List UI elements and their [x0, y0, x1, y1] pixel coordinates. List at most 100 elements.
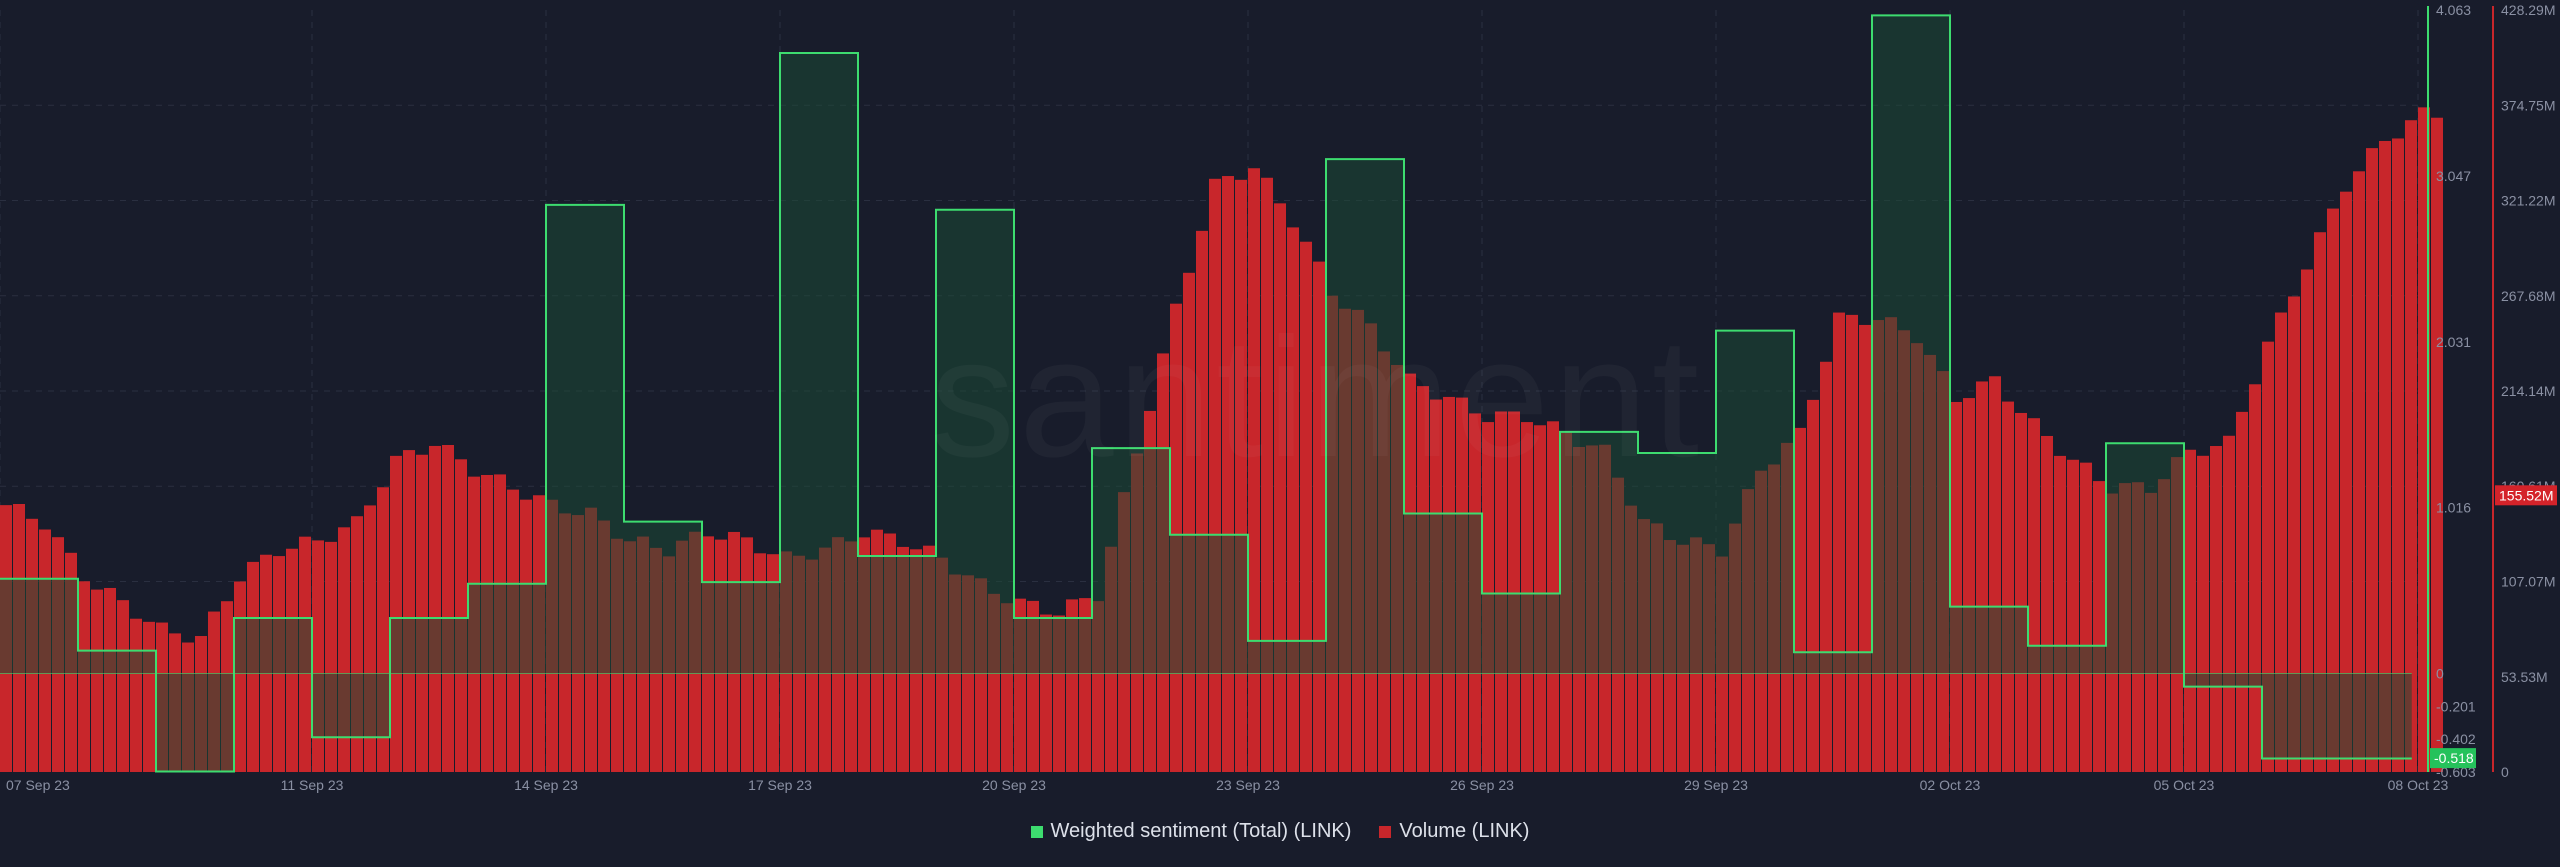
volume-tick-label: 428.29M — [2501, 2, 2555, 18]
legend: Weighted sentiment (Total) (LINK) Volume… — [0, 820, 2560, 843]
volume-bar — [2262, 341, 2274, 772]
volume-current-label: 155.52M — [2499, 487, 2553, 503]
volume-bar — [1495, 411, 1507, 772]
legend-swatch-volume — [1379, 825, 1392, 838]
volume-bar — [403, 450, 415, 772]
volume-tick-label: 374.75M — [2501, 97, 2555, 113]
volume-bar — [2184, 449, 2196, 772]
volume-bar — [2379, 140, 2391, 773]
x-tick-label: 29 Sep 23 — [1684, 777, 1748, 793]
volume-bar — [78, 581, 90, 772]
volume-bar — [1196, 230, 1208, 772]
volume-bar — [2366, 148, 2378, 772]
sentiment-tick-label: 0 — [2436, 666, 2444, 682]
sentiment-tick-label: 2.031 — [2436, 334, 2471, 350]
volume-bar — [1287, 227, 1299, 772]
legend-label-volume: Volume (LINK) — [1399, 820, 1530, 842]
volume-bar — [1976, 381, 1988, 772]
volume-bar — [2223, 435, 2235, 772]
x-tick-label: 07 Sep 23 — [6, 777, 70, 793]
volume-bar — [117, 600, 129, 772]
volume-bar — [442, 444, 454, 772]
volume-bar — [2028, 418, 2040, 772]
x-tick-label: 02 Oct 23 — [1920, 777, 1981, 793]
x-tick-label: 20 Sep 23 — [982, 777, 1046, 793]
x-tick-label: 23 Sep 23 — [1216, 777, 1280, 793]
volume-bar — [2067, 459, 2079, 772]
x-tick-label: 05 Oct 23 — [2154, 777, 2215, 793]
volume-bar — [104, 587, 116, 772]
volume-bar — [1313, 261, 1325, 772]
volume-bar — [2080, 462, 2092, 772]
sentiment-area — [0, 15, 2412, 772]
sentiment-tick-label: 3.047 — [2436, 168, 2471, 184]
volume-bar — [2327, 208, 2339, 772]
volume-bar — [1859, 324, 1871, 772]
volume-bar — [2340, 191, 2352, 773]
volume-tick-label: 0 — [2501, 764, 2509, 780]
volume-bar — [1261, 177, 1273, 773]
x-tick-label: 26 Sep 23 — [1450, 777, 1514, 793]
volume-bar — [1989, 376, 2001, 772]
volume-bar — [2431, 117, 2443, 772]
sentiment-current-badge — [2430, 748, 2476, 769]
volume-bar — [1794, 427, 1806, 772]
x-tick-label: 08 Oct 23 — [2388, 777, 2449, 793]
volume-bar — [2405, 120, 2417, 772]
volume-bar — [1846, 314, 1858, 772]
volume-bar — [1508, 411, 1520, 772]
volume-bar — [390, 455, 402, 772]
volume-bar — [1183, 272, 1195, 772]
volume-bar — [1222, 176, 1234, 772]
volume-tick-label: 321.22M — [2501, 192, 2555, 208]
volume-current-badge — [2495, 485, 2557, 506]
volume-bar — [1235, 179, 1247, 772]
volume-bar — [2314, 232, 2326, 772]
volume-bar — [2249, 384, 2261, 772]
volume-tick-label: 214.14M — [2501, 383, 2555, 399]
volume-bar — [1963, 398, 1975, 772]
volume-bar — [1950, 401, 1962, 772]
sentiment-tick-label: -0.402 — [2436, 731, 2476, 747]
volume-tick-label: 53.53M — [2501, 669, 2548, 685]
volume-bar — [1209, 178, 1221, 773]
legend-item-sentiment[interactable]: Weighted sentiment (Total) (LINK) — [1030, 820, 1352, 843]
volume-bar — [91, 589, 103, 772]
x-tick-label: 14 Sep 23 — [514, 777, 578, 793]
sentiment-tick-label: -0.201 — [2436, 698, 2476, 714]
volume-bar — [2054, 455, 2066, 772]
x-tick-label: 17 Sep 23 — [748, 777, 812, 793]
sentiment-line — [0, 14, 2412, 773]
volume-bar — [429, 445, 441, 772]
volume-tick-label: 107.07M — [2501, 574, 2555, 590]
legend-label-sentiment: Weighted sentiment (Total) (LINK) — [1050, 820, 1352, 842]
volume-bar — [2288, 296, 2300, 772]
sentiment-tick-label: 4.063 — [2436, 2, 2471, 18]
volume-bar — [2210, 446, 2222, 772]
legend-swatch-sentiment — [1030, 825, 1043, 838]
volume-bar — [2392, 138, 2404, 772]
volume-bar — [1274, 203, 1286, 772]
volume-bar — [2236, 411, 2248, 772]
volume-bar — [2015, 412, 2027, 772]
x-tick-label: 11 Sep 23 — [281, 777, 344, 793]
volume-bar — [2301, 269, 2313, 772]
volume-bar — [1300, 241, 1312, 772]
volume-bar — [1833, 312, 1845, 772]
volume-bar — [130, 618, 142, 772]
volume-bar — [1807, 399, 1819, 772]
sentiment-current-label: -0.518 — [2434, 750, 2474, 766]
volume-bar — [2197, 455, 2209, 772]
sentiment-tick-label: 1.016 — [2436, 500, 2471, 516]
volume-bar — [2002, 401, 2014, 772]
volume-tick-label: 267.68M — [2501, 288, 2555, 304]
volume-bar — [455, 459, 467, 772]
volume-bar — [1248, 168, 1260, 772]
volume-bar — [2041, 435, 2053, 772]
volume-bar — [2275, 312, 2287, 772]
volume-bar — [2093, 481, 2105, 772]
legend-item-volume[interactable]: Volume (LINK) — [1379, 820, 1529, 843]
volume-bar — [1820, 361, 1832, 772]
